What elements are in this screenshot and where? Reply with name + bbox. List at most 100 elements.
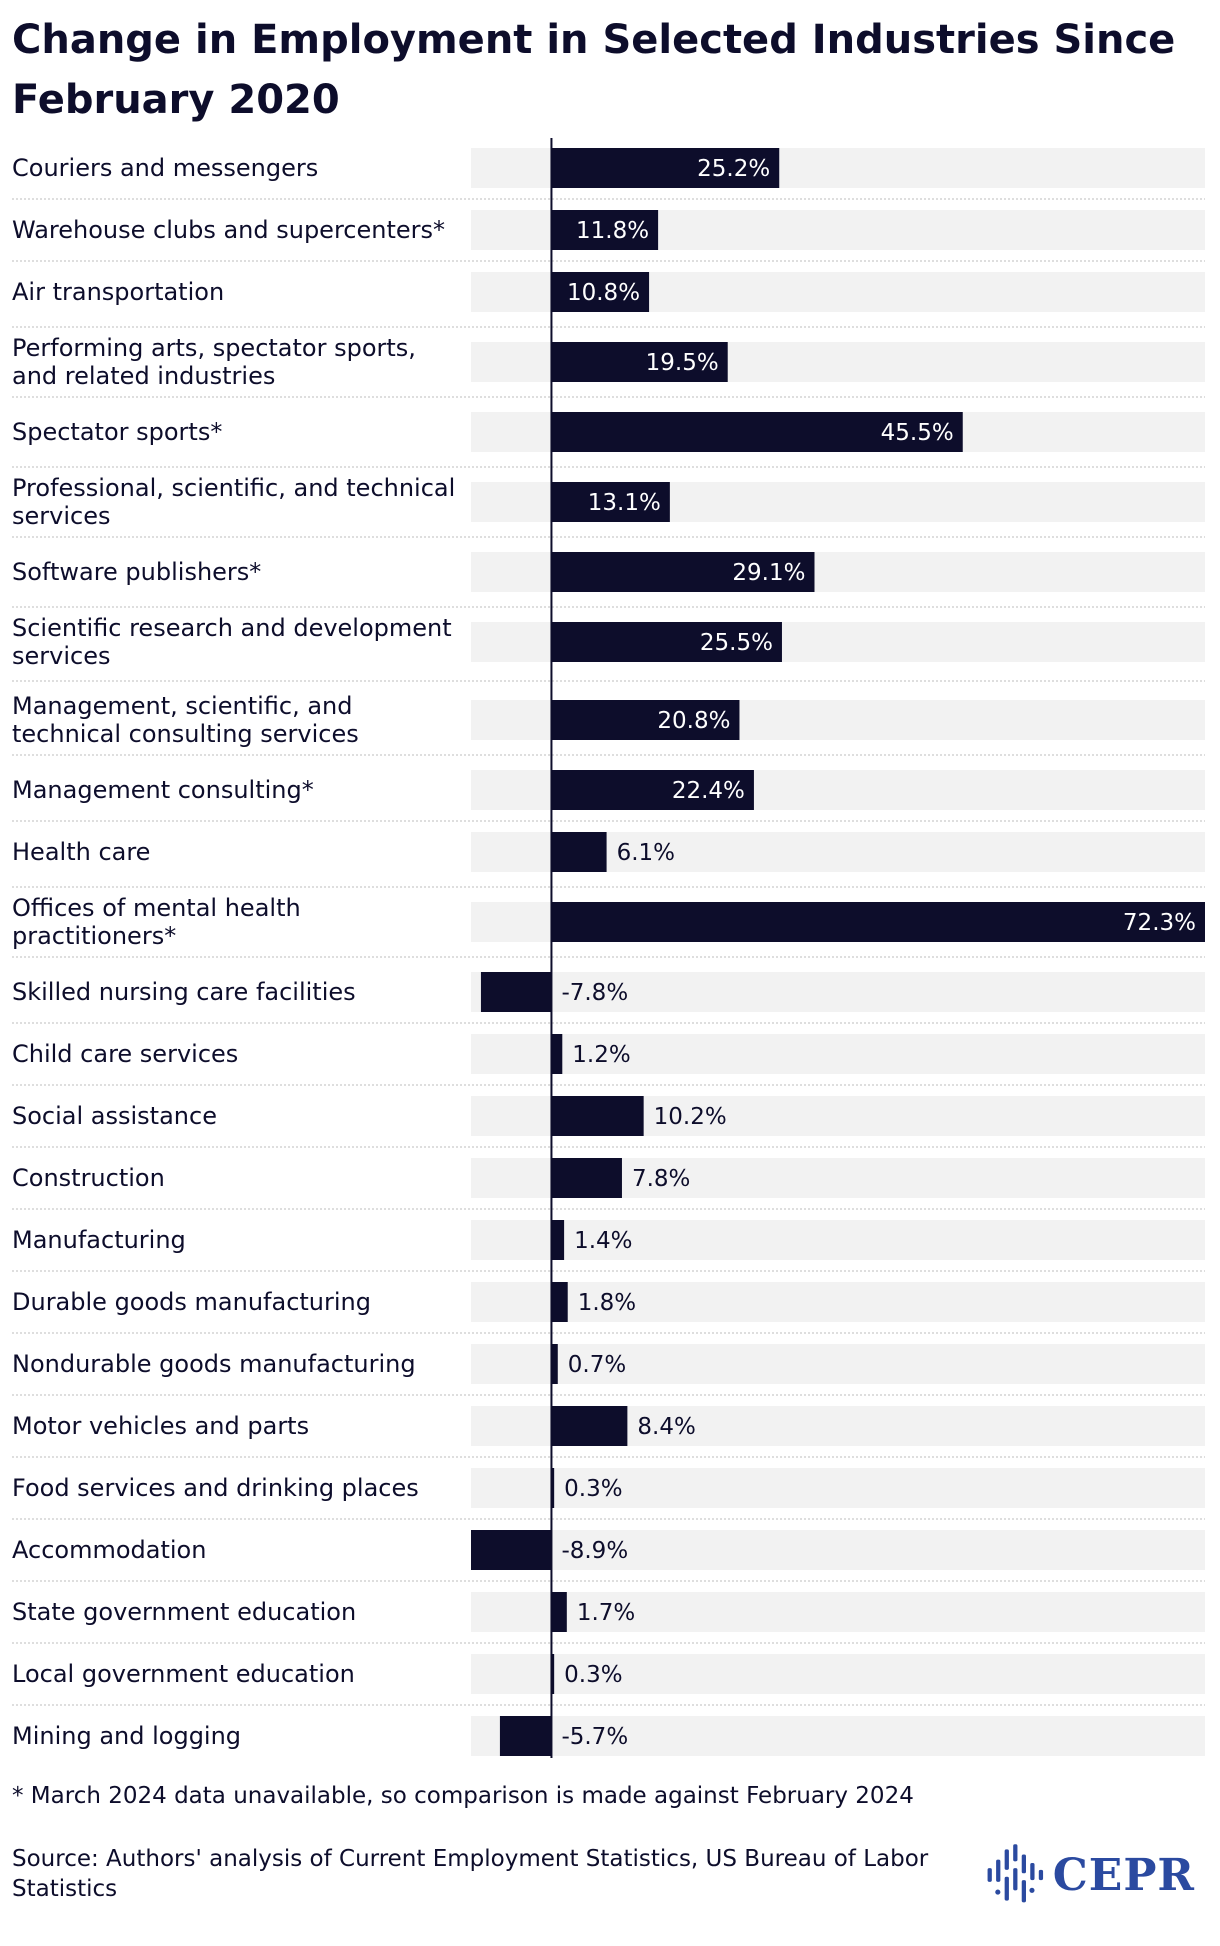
bar	[551, 770, 754, 810]
category-label: Management, scientific, and technical con…	[12, 692, 359, 748]
bar-row: Management consulting* 22.4%	[12, 770, 1205, 822]
category-label: Skilled nursing care facilities	[12, 978, 356, 1006]
bar	[471, 1530, 552, 1570]
category-label-line: Durable goods manufacturing	[12, 1288, 371, 1316]
bar	[551, 1034, 563, 1074]
row-background	[471, 832, 1205, 872]
bar	[551, 1220, 565, 1260]
category-label: Manufacturing	[12, 1226, 186, 1254]
value-label: 1.8%	[578, 1290, 636, 1316]
footnote: * March 2024 data unavailable, so compar…	[12, 1783, 914, 1809]
bar	[551, 622, 782, 662]
category-label-line: Management consulting*	[12, 776, 314, 804]
bar-row: Software publishers* 29.1%	[12, 552, 1205, 608]
category-label-line: Child care services	[12, 1040, 238, 1068]
category-label-line: services	[12, 502, 110, 530]
category-label: Software publishers*	[12, 558, 261, 586]
bar-row: Spectator sports* 45.5%	[12, 412, 1205, 468]
value-label: -7.8%	[561, 980, 628, 1006]
category-label-line: Professional, scientific, and technical	[12, 474, 455, 502]
bar	[480, 972, 552, 1012]
bar	[551, 1592, 567, 1632]
bar-row: Performing arts, spectator sports, and re…	[12, 334, 1205, 398]
value-label: 0.3%	[564, 1662, 622, 1688]
value-label: 72.3%	[1123, 910, 1196, 936]
bar	[551, 210, 659, 250]
bar-row: Child care services 1.2%	[12, 1034, 1205, 1086]
bar	[551, 1096, 644, 1136]
category-label-line: Warehouse clubs and supercenters*	[12, 216, 445, 244]
category-label-line: Scientific research and development	[12, 614, 452, 642]
bar	[551, 1282, 568, 1322]
category-label: Food services and drinking places	[12, 1474, 419, 1502]
value-label: 29.1%	[732, 560, 805, 586]
category-label: Mining and logging	[12, 1722, 241, 1750]
value-label: -5.7%	[561, 1724, 628, 1750]
category-label-line: Motor vehicles and parts	[12, 1412, 309, 1440]
category-label: Social assistance	[12, 1102, 217, 1130]
category-label: Air transportation	[12, 278, 224, 306]
bar-row: Offices of mental health practitioners* 72…	[12, 894, 1205, 958]
category-label-line: Management, scientific, and	[12, 692, 353, 720]
category-label-line: and related industries	[12, 362, 275, 390]
row-background	[471, 272, 1205, 312]
bar-row: Mining and logging -5.7%	[12, 1716, 1205, 1756]
bar	[551, 1406, 628, 1446]
bar-row: Management, scientific, and technical con…	[12, 692, 1205, 756]
bar	[551, 342, 728, 382]
row-background	[471, 1468, 1205, 1508]
row-background	[471, 552, 1205, 592]
category-label-line: State government education	[12, 1598, 356, 1626]
category-label-line: Mining and logging	[12, 1722, 241, 1750]
bar-row: Local government education 0.3%	[12, 1654, 1205, 1706]
bar	[551, 148, 780, 188]
category-label: Accommodation	[12, 1536, 206, 1564]
category-label-line: Accommodation	[12, 1536, 206, 1564]
bar	[551, 1468, 555, 1508]
bar-row: Couriers and messengers 25.2%	[12, 148, 1205, 200]
row-background	[471, 1654, 1205, 1694]
value-label: 22.4%	[672, 778, 745, 804]
row-background	[471, 342, 1205, 382]
category-label-line: Skilled nursing care facilities	[12, 978, 356, 1006]
bar-row: Air transportation 10.8%	[12, 272, 1205, 328]
bar-row: Scientific research and development servi…	[12, 614, 1205, 682]
row-background	[471, 1034, 1205, 1074]
bar-row: Social assistance 10.2%	[12, 1096, 1205, 1148]
category-label-line: services	[12, 642, 110, 670]
category-label: Health care	[12, 838, 150, 866]
row-background	[471, 1592, 1205, 1632]
category-label: Durable goods manufacturing	[12, 1288, 371, 1316]
row-background	[471, 1158, 1205, 1198]
category-label-line: Food services and drinking places	[12, 1474, 419, 1502]
bar-row: Accommodation -8.9%	[12, 1530, 1205, 1582]
category-label-line: Manufacturing	[12, 1226, 186, 1254]
category-label: Scientific research and development servi…	[12, 614, 452, 670]
row-background	[471, 1282, 1205, 1322]
row-background	[471, 972, 1205, 1012]
bar	[551, 412, 963, 452]
category-label-line: Couriers and messengers	[12, 154, 318, 182]
row-background	[471, 622, 1205, 662]
value-label: 0.7%	[568, 1352, 626, 1378]
bar	[551, 552, 815, 592]
row-background	[471, 1220, 1205, 1260]
category-label-line: Air transportation	[12, 278, 224, 306]
bar-row: State government education 1.7%	[12, 1592, 1205, 1644]
category-label: State government education	[12, 1598, 356, 1626]
value-label: 13.1%	[588, 490, 661, 516]
category-label-line: Construction	[12, 1164, 165, 1192]
category-label: Motor vehicles and parts	[12, 1412, 309, 1440]
category-label-line: Performing arts, spectator sports,	[12, 334, 416, 362]
row-background	[471, 210, 1205, 250]
category-label: Nondurable goods manufacturing	[12, 1350, 416, 1378]
chart-rows: Couriers and messengers 25.2% Warehouse cl…	[12, 148, 1205, 1756]
chart-title: Change in Employment in Selected Industr…	[12, 17, 1176, 123]
bar	[551, 1344, 558, 1384]
value-label: 1.7%	[577, 1600, 635, 1626]
bar	[499, 1716, 552, 1756]
value-label: 1.2%	[572, 1042, 630, 1068]
category-label-line: Offices of mental health	[12, 894, 301, 922]
value-label: 10.2%	[654, 1104, 727, 1130]
